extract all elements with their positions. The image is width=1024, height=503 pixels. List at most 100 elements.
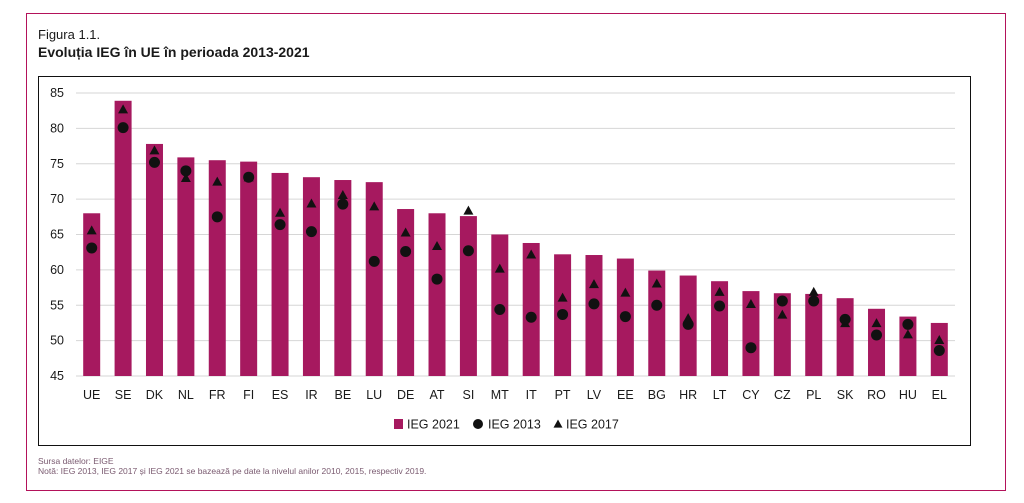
point-ieg-2017 <box>714 286 725 296</box>
x-tick-label: ES <box>272 388 289 402</box>
point-ieg-2017 <box>306 198 317 208</box>
legend-label-ieg-2021: IEG 2021 <box>407 418 460 432</box>
point-ieg-2013 <box>431 273 443 285</box>
bar <box>177 157 195 376</box>
x-tick-label: EL <box>932 388 947 402</box>
point-ieg-2013 <box>274 219 286 231</box>
point-ieg-2017 <box>557 292 568 302</box>
figure-label: Figura 1.1. <box>38 27 101 42</box>
figure-title: Evoluția IEG în UE în perioada 2013-2021 <box>38 44 310 60</box>
x-tick-label: HU <box>899 388 917 402</box>
y-tick-label: 50 <box>50 334 64 348</box>
point-ieg-2017 <box>86 225 97 235</box>
point-ieg-2013 <box>902 318 914 330</box>
point-ieg-2017 <box>369 201 380 211</box>
point-ieg-2013 <box>651 299 663 311</box>
point-ieg-2013 <box>525 311 537 323</box>
x-tick-label: UE <box>83 388 100 402</box>
bar <box>805 293 823 376</box>
legend-swatch-ieg-2021 <box>394 419 403 429</box>
x-tick-label: SE <box>115 388 132 402</box>
source-text: Sursa datelor: EIGE <box>38 456 114 466</box>
point-ieg-2013 <box>462 245 474 257</box>
x-tick-label: SI <box>463 388 475 402</box>
point-ieg-2017 <box>118 104 129 114</box>
point-ieg-2013 <box>839 313 851 325</box>
bar <box>868 308 886 376</box>
point-ieg-2017 <box>934 335 945 345</box>
x-tick-label: RO <box>867 388 886 402</box>
bar <box>334 180 352 376</box>
point-ieg-2017 <box>275 207 286 217</box>
y-tick-label: 70 <box>50 192 64 206</box>
x-tick-label: DK <box>146 388 164 402</box>
point-ieg-2013 <box>682 318 694 330</box>
bar <box>302 177 320 376</box>
point-ieg-2013 <box>337 198 349 210</box>
point-ieg-2013 <box>243 171 255 183</box>
bar <box>145 143 163 376</box>
bar <box>899 316 917 376</box>
y-tick-label: 85 <box>50 86 64 100</box>
point-ieg-2017 <box>777 309 788 319</box>
point-ieg-2017 <box>149 145 160 155</box>
point-ieg-2013 <box>557 308 569 320</box>
x-tick-label: FR <box>209 388 226 402</box>
point-ieg-2013 <box>400 245 412 257</box>
point-ieg-2017 <box>808 286 819 296</box>
point-ieg-2013 <box>619 311 631 323</box>
point-ieg-2013 <box>933 345 945 357</box>
point-ieg-2013 <box>148 156 160 168</box>
x-tick-label: IR <box>305 388 318 402</box>
point-ieg-2017 <box>463 205 474 215</box>
bar <box>428 213 446 376</box>
point-ieg-2013 <box>305 226 317 238</box>
x-tick-label: BE <box>334 388 351 402</box>
x-tick-label: BG <box>648 388 666 402</box>
point-ieg-2017 <box>871 318 882 328</box>
point-ieg-2013 <box>776 295 788 307</box>
point-ieg-2013 <box>745 342 757 354</box>
y-tick-label: 65 <box>50 228 64 242</box>
bar <box>773 293 791 376</box>
y-tick-label: 75 <box>50 157 64 171</box>
bar <box>522 242 540 376</box>
point-ieg-2017 <box>526 249 537 259</box>
x-tick-label: HR <box>679 388 697 402</box>
point-ieg-2017 <box>212 176 223 186</box>
x-tick-label: CZ <box>774 388 791 402</box>
legend-swatch-ieg-2017 <box>553 419 563 428</box>
point-ieg-2017 <box>432 240 443 250</box>
y-tick-label: 80 <box>50 121 64 135</box>
x-tick-label: LU <box>366 388 382 402</box>
point-ieg-2013 <box>86 242 98 254</box>
bar <box>83 213 101 376</box>
x-tick-label: PT <box>555 388 571 402</box>
point-ieg-2013 <box>494 303 506 315</box>
bar <box>742 291 760 376</box>
point-ieg-2013 <box>808 295 820 307</box>
point-ieg-2013 <box>871 329 883 341</box>
legend-swatch-ieg-2013 <box>473 419 483 429</box>
note-text: Notă: IEG 2013, IEG 2017 și IEG 2021 se … <box>38 466 427 476</box>
bar <box>648 270 666 376</box>
point-ieg-2017 <box>620 287 631 297</box>
y-tick-label: 60 <box>50 263 64 277</box>
figure-frame <box>26 13 1006 491</box>
x-tick-label: PL <box>806 388 821 402</box>
x-tick-label: EE <box>617 388 634 402</box>
x-tick-label: NL <box>178 388 194 402</box>
point-ieg-2013 <box>180 165 192 177</box>
x-tick-label: CY <box>742 388 760 402</box>
point-ieg-2017 <box>745 298 756 308</box>
bar <box>836 298 854 376</box>
point-ieg-2013 <box>117 122 129 134</box>
x-tick-label: MT <box>491 388 509 402</box>
x-tick-label: FI <box>243 388 254 402</box>
bar <box>208 160 226 376</box>
footer: Sursa datelor: EIGE Notă: IEG 2013, IEG … <box>38 456 426 476</box>
bar <box>585 255 603 376</box>
bar <box>365 182 383 376</box>
point-ieg-2017 <box>902 329 913 339</box>
